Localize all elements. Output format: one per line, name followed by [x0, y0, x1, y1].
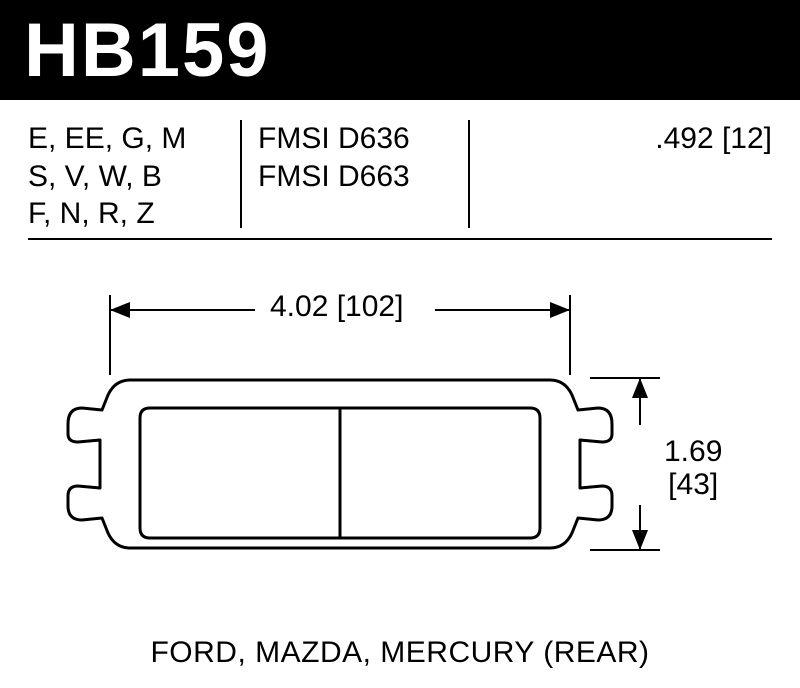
- page-root: HB159 E, EE, G, M S, V, W, B F, N, R, Z …: [0, 0, 800, 688]
- brake-pad-diagram: 4.02 [102] 1.69 [43]: [0, 260, 800, 620]
- spec-row: E, EE, G, M S, V, W, B F, N, R, Z FMSI D…: [28, 120, 772, 230]
- fmsi-column: FMSI D636 FMSI D663: [258, 120, 458, 195]
- height-dimension-label: 1.69 [43]: [664, 435, 722, 501]
- header-bar: HB159: [0, 0, 800, 100]
- thickness-value: .492 [12]: [472, 120, 772, 158]
- part-number: HB159: [24, 7, 271, 94]
- thickness-column: .492 [12]: [472, 120, 772, 158]
- height-mm: [43]: [668, 468, 718, 501]
- horizontal-rule: [28, 238, 772, 240]
- width-dimension-label: 4.02 [102]: [270, 290, 403, 324]
- height-arrow: [590, 378, 660, 550]
- fmsi-line: FMSI D663: [258, 158, 458, 196]
- compounds-line: S, V, W, B: [28, 158, 238, 196]
- compounds-line: F, N, R, Z: [28, 195, 238, 233]
- compounds-line: E, EE, G, M: [28, 120, 238, 158]
- compounds-column: E, EE, G, M S, V, W, B F, N, R, Z: [28, 120, 238, 233]
- column-divider: [240, 120, 242, 228]
- fmsi-line: FMSI D636: [258, 120, 458, 158]
- brake-pad-outline: [68, 380, 612, 548]
- height-in: 1.69: [664, 435, 722, 468]
- column-divider: [468, 120, 470, 228]
- application-footer: FORD, MAZDA, MERCURY (REAR): [0, 636, 800, 670]
